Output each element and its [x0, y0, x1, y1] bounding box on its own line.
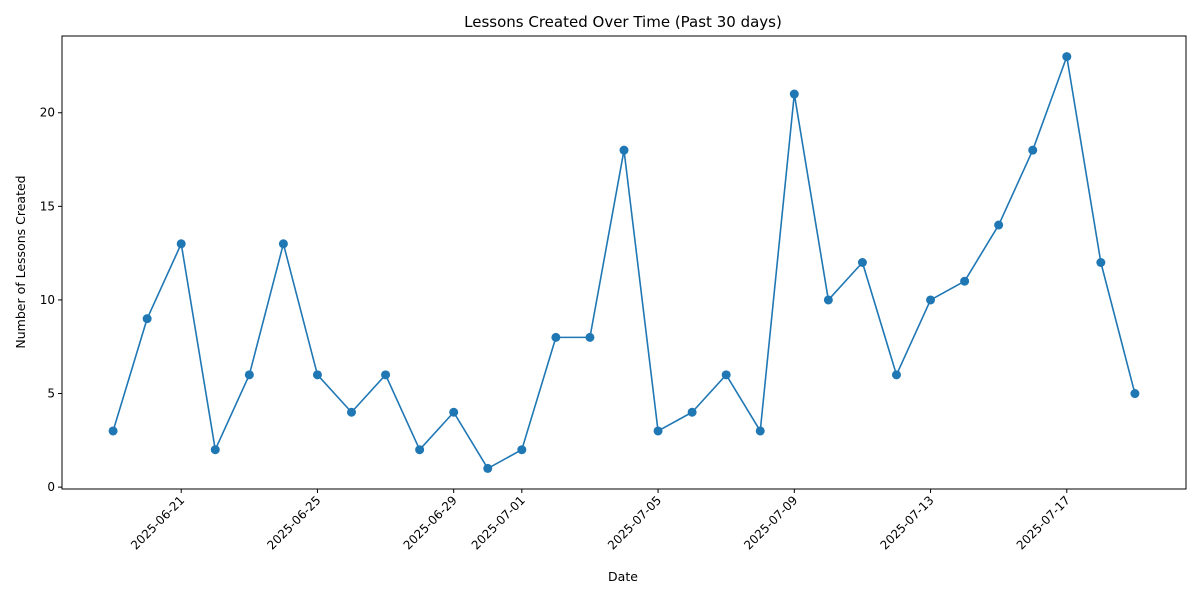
data-point-26 [994, 220, 1004, 230]
x-tick-label-5: 2025-07-09 [741, 493, 800, 552]
data-point-22 [857, 258, 867, 267]
data-point-23 [891, 370, 901, 380]
data-point-29 [1096, 258, 1106, 267]
y-tick-label-0: 0 [47, 480, 55, 494]
x-tick-label-7: 2025-07-17 [1014, 493, 1073, 552]
x-axis: 2025-06-21 2025-06-25 2025-06-29 2025-07-01… [128, 489, 1073, 552]
data-point-16 [653, 426, 663, 436]
data-point-3 [210, 445, 220, 455]
x-tick-label-3: 2025-07-01 [469, 493, 528, 552]
x-axis-label: Date [608, 569, 638, 584]
data-point-21 [823, 295, 833, 305]
data-point-24 [926, 295, 936, 305]
series-lessons [108, 52, 1140, 473]
plot-area-frame [61, 35, 1187, 490]
chart-title: Lessons Created Over Time (Past 30 days) [464, 13, 782, 31]
data-point-13 [551, 332, 561, 342]
data-point-18 [721, 370, 731, 380]
data-point-11 [483, 463, 493, 473]
data-point-17 [687, 407, 697, 417]
data-point-25 [960, 276, 970, 286]
x-tick-label-1: 2025-06-25 [264, 493, 323, 552]
data-point-2 [176, 239, 186, 249]
data-point-19 [755, 426, 765, 436]
data-point-12 [517, 445, 527, 455]
y-axis: 0 5 10 15 20 [40, 106, 62, 494]
data-point-4 [244, 370, 254, 380]
data-point-10 [449, 407, 459, 417]
data-point-30 [1130, 389, 1140, 399]
data-point-15 [619, 145, 629, 155]
data-point-14 [585, 332, 595, 342]
data-point-5 [278, 239, 288, 249]
y-tick-label-3: 15 [40, 199, 55, 213]
x-tick-label-2: 2025-06-29 [401, 493, 460, 552]
data-point-9 [415, 445, 425, 455]
data-point-6 [312, 370, 322, 380]
x-tick-label-0: 2025-06-21 [128, 493, 187, 552]
data-point-8 [381, 370, 391, 380]
y-tick-label-4: 20 [40, 106, 55, 120]
data-point-0 [108, 426, 118, 436]
data-point-7 [347, 407, 357, 417]
y-axis-label: Number of Lessons Created [13, 175, 28, 348]
x-tick-label-4: 2025-07-05 [605, 493, 664, 552]
x-tick-label-6: 2025-07-13 [877, 493, 936, 552]
data-point-1 [142, 314, 152, 324]
series-line [112, 55, 1136, 470]
data-point-28 [1062, 52, 1072, 62]
y-tick-label-2: 10 [40, 293, 55, 307]
data-point-20 [789, 89, 799, 99]
y-tick-label-1: 5 [47, 387, 55, 401]
data-point-27 [1028, 145, 1038, 155]
